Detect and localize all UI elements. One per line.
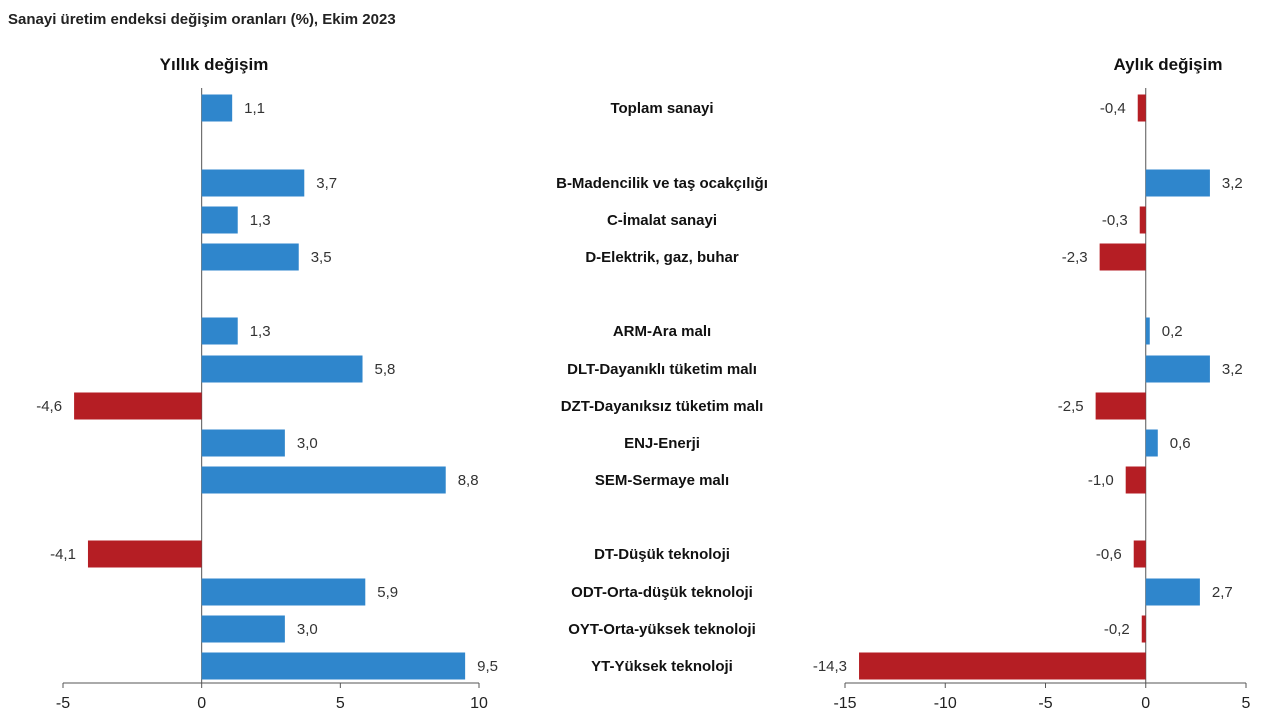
right-value-label: 3,2	[1222, 175, 1243, 192]
right-panel: -15 -10 -5 0 5 -0,4 3,2 -0,3 -2,3 0,2 3,2 -2,5 0,6 -1…	[813, 88, 1251, 712]
left-tick-label: 0	[197, 695, 206, 712]
right-tick-label: 5	[1242, 695, 1251, 712]
right-bar	[1133, 540, 1146, 568]
left-bar	[201, 466, 446, 494]
left-bar	[201, 615, 285, 643]
left-value-label: 1,3	[250, 323, 271, 340]
right-bar	[1099, 243, 1146, 271]
right-value-label: -14,3	[813, 658, 847, 675]
left-bar	[74, 392, 202, 420]
right-tick-label: -15	[833, 695, 856, 712]
category-label: YT-Yüksek teknoloji	[591, 658, 733, 675]
right-bar	[1145, 429, 1158, 457]
right-value-label: 0,2	[1162, 323, 1183, 340]
right-bar	[1139, 206, 1146, 234]
left-tick-label: 10	[470, 695, 488, 712]
left-value-label: 1,1	[244, 100, 265, 117]
left-value-label: -4,1	[50, 546, 76, 563]
right-value-label: 2,7	[1212, 584, 1233, 601]
right-bar	[1125, 466, 1146, 494]
category-label: C-İmalat sanayi	[607, 212, 717, 229]
right-bar	[1141, 615, 1146, 643]
left-tick-label: -5	[56, 695, 70, 712]
right-bar	[859, 652, 1146, 680]
left-bar	[87, 540, 202, 568]
left-value-label: 5,9	[377, 584, 398, 601]
left-value-label: 5,8	[375, 361, 396, 378]
left-value-label: 3,0	[297, 435, 318, 452]
right-value-label: -0,3	[1102, 212, 1128, 229]
category-label: OYT-Orta-yüksek teknoloji	[568, 621, 756, 638]
category-label: ODT-Orta-düşük teknoloji	[571, 584, 753, 601]
right-value-label: 3,2	[1222, 361, 1243, 378]
left-bar	[201, 355, 363, 383]
right-value-label: -0,6	[1096, 546, 1122, 563]
left-value-label: 3,5	[311, 249, 332, 266]
category-label: Toplam sanayi	[610, 100, 713, 117]
category-label: DZT-Dayanıksız tüketim malı	[561, 398, 764, 415]
left-bar	[201, 429, 285, 457]
category-labels: Toplam sanayi B-Madencilik ve taş ocakçıl…	[556, 100, 768, 675]
category-label: ENJ-Enerji	[624, 435, 700, 452]
right-bar	[1095, 392, 1146, 420]
left-bar	[201, 652, 466, 680]
chart-title: Sanayi üretim endeksi değişim oranları (…	[8, 11, 396, 28]
category-label: D-Elektrik, gaz, buhar	[585, 249, 739, 266]
right-value-label: 0,6	[1170, 435, 1191, 452]
left-tick-label: 5	[336, 695, 345, 712]
category-label: DT-Düşük teknoloji	[594, 546, 730, 563]
right-bar	[1137, 94, 1146, 122]
category-label: ARM-Ara malı	[613, 323, 711, 340]
left-bar	[201, 317, 238, 345]
right-value-label: -0,2	[1104, 621, 1130, 638]
right-tick-label: 0	[1141, 695, 1150, 712]
left-panel: -5 0 5 10 1,1 3,7 1,3 3,5 1,3 5,8 -4,6 3,0 8,8 -4,1 5,…	[36, 88, 498, 712]
left-value-label: 3,0	[297, 621, 318, 638]
category-label: DLT-Dayanıklı tüketim malı	[567, 361, 757, 378]
left-bar	[201, 206, 238, 234]
left-value-label: 3,7	[316, 175, 337, 192]
left-panel-title: Yıllık değişim	[160, 55, 269, 74]
right-tick-label: -10	[934, 695, 957, 712]
left-value-label: -4,6	[36, 398, 62, 415]
right-bar	[1145, 317, 1150, 345]
right-panel-title: Aylık değişim	[1114, 55, 1223, 74]
right-value-label: -1,0	[1088, 472, 1114, 489]
left-bar	[201, 94, 233, 122]
right-value-label: -0,4	[1100, 100, 1126, 117]
category-label: B-Madencilik ve taş ocakçılığı	[556, 175, 768, 192]
left-value-label: 9,5	[477, 658, 498, 675]
left-bar	[201, 169, 305, 197]
left-value-label: 1,3	[250, 212, 271, 229]
category-label: SEM-Sermaye malı	[595, 472, 729, 489]
left-bar	[201, 578, 366, 606]
right-tick-label: -5	[1038, 695, 1052, 712]
right-bar	[1145, 578, 1200, 606]
right-bar	[1145, 355, 1210, 383]
right-value-label: -2,5	[1058, 398, 1084, 415]
right-bar	[1145, 169, 1210, 197]
left-value-label: 8,8	[458, 472, 479, 489]
right-value-label: -2,3	[1062, 249, 1088, 266]
left-bar	[201, 243, 299, 271]
